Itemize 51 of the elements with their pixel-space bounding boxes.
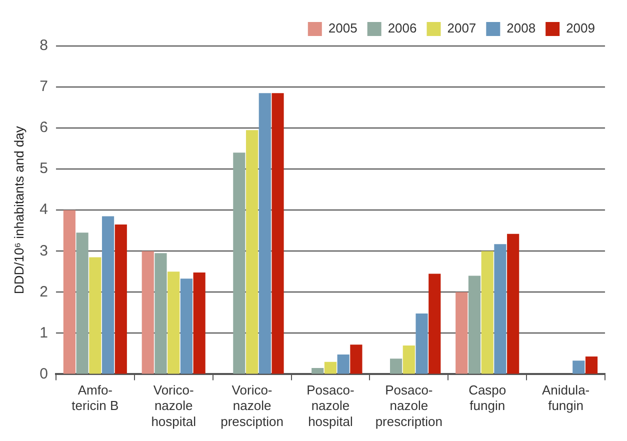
x-tick-label: Posaco- nazole prescription [375,382,443,429]
x-tick-label: Anidula- fungin [542,382,590,414]
legend-label: 2005 [328,20,358,36]
bar [246,130,258,374]
x-tick-label: Vorico- nazole presciption [220,382,284,429]
x-tick-label: Caspo fungin [468,382,506,414]
bar [572,360,585,374]
bar [468,276,481,374]
bar [390,358,402,374]
bar [272,93,284,374]
bar [233,152,246,374]
bar [324,362,337,374]
y-tick-label: 5 [40,160,48,178]
bar [416,313,428,374]
y-tick-label: 6 [40,119,48,136]
bar [481,251,494,374]
y-tick-label: 8 [40,37,48,54]
bar [89,257,102,374]
y-tick-label: 1 [40,324,48,342]
bar [258,93,271,374]
legend-label: 2007 [447,20,476,36]
bar [428,274,441,374]
y-tick-label: 2 [40,283,48,300]
x-tick-label: Vorico- nazole hospital [151,382,196,429]
bar [114,224,127,374]
bar [180,278,193,374]
bar [76,232,88,374]
bar [168,272,180,374]
y-tick-label: 7 [40,78,48,96]
bar [507,234,520,374]
x-tick-label: Amfo- tericin B [72,382,119,414]
bar [494,244,506,374]
bar [312,368,324,374]
legend-label: 2009 [566,20,595,36]
y-tick-label: 3 [40,242,48,260]
y-tick-label: 0 [40,365,48,382]
bar [350,344,362,374]
bar [102,216,114,374]
y-axis-title: DDD/10⁶ inhabitants and day [11,126,26,294]
bar [193,272,206,374]
bar [585,356,598,374]
bar [402,345,415,374]
legend-label: 2008 [506,20,536,36]
bar [456,292,468,374]
bar [63,210,76,374]
x-tick-label: Posaco- nazole hospital [306,382,354,429]
bar [337,354,350,374]
legend-label: 2006 [388,20,417,36]
bar [142,251,154,374]
y-tick-label: 4 [40,201,48,218]
bar [154,253,167,374]
